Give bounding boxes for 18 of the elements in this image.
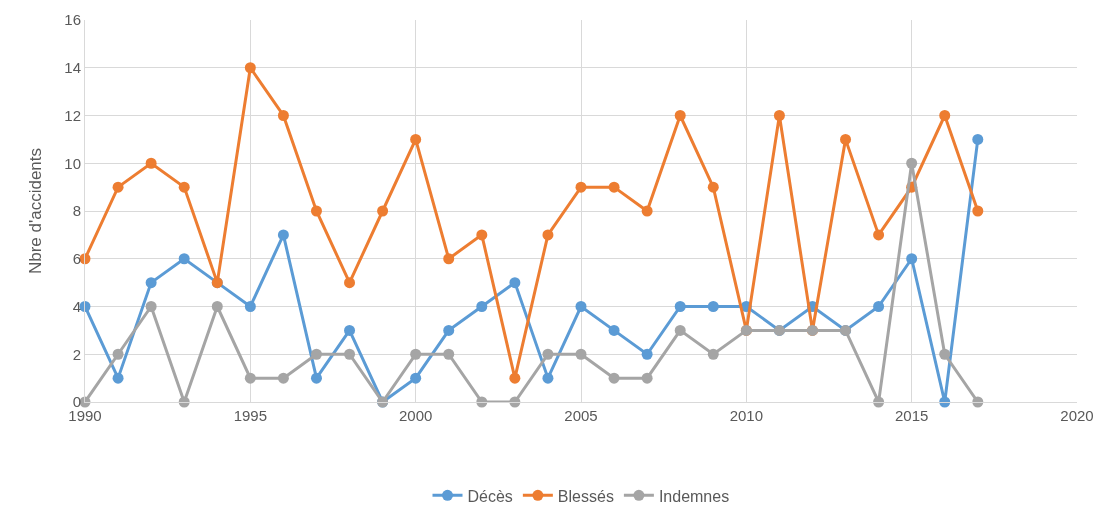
x-tick-label: 2000	[398, 407, 433, 424]
y-tick-label: 10	[64, 154, 81, 172]
y-tick-label: 2	[72, 345, 81, 363]
legend-label: Indemnes	[658, 487, 730, 505]
y-tick-label: 6	[72, 250, 81, 267]
x-tick-label: 2020	[1060, 407, 1094, 424]
y-tick-label: 4	[72, 297, 81, 315]
y-tick-label: 16	[64, 11, 81, 29]
x-tick-label: 2010	[729, 407, 764, 424]
y-axis-title: Nbre d'accidents	[26, 147, 45, 275]
legend-label: Décès	[467, 487, 513, 505]
legend-label: Blessés	[557, 487, 614, 505]
y-tick-label: 12	[64, 106, 81, 124]
y-tick-label: 14	[64, 59, 81, 76]
x-tick-label: 1995	[233, 407, 268, 424]
x-tick-label: 2015	[894, 407, 929, 424]
x-tick-label: 2005	[564, 407, 598, 424]
y-tick-label: 8	[72, 202, 81, 220]
